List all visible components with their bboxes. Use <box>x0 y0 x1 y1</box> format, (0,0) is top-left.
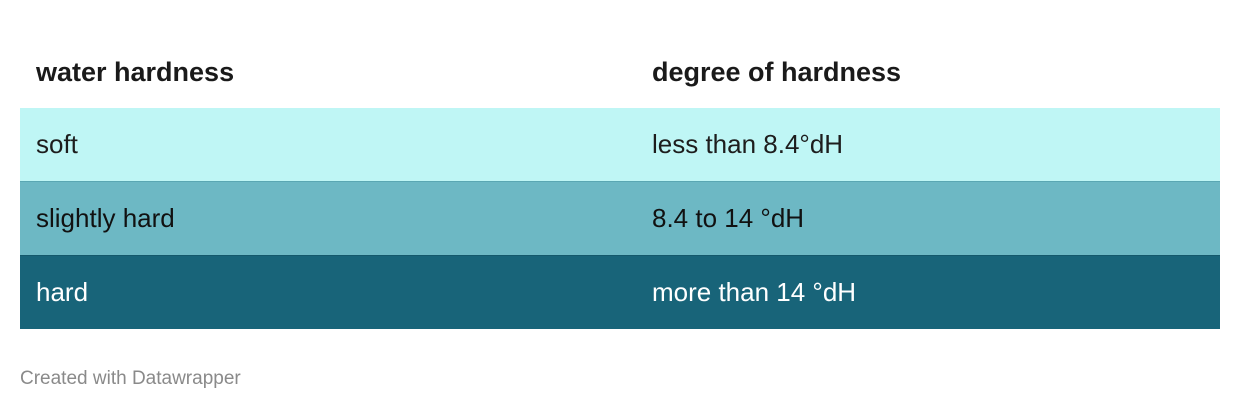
hardness-cell: slightly hard <box>20 181 636 256</box>
degree-cell: 8.4 to 14 °dH <box>636 181 1220 256</box>
datawrapper-credit: Created with Datawrapper <box>20 368 241 389</box>
hardness-cell: soft <box>20 108 636 182</box>
table-row: slightly hard 8.4 to 14 °dH <box>20 181 1220 256</box>
table-header-row: water hardness degree of hardness <box>20 36 1220 108</box>
degree-cell: more than 14 °dH <box>636 255 1220 329</box>
degree-cell: less than 8.4°dH <box>636 108 1220 182</box>
column-header-water-hardness: water hardness <box>36 56 235 87</box>
hardness-table: water hardness degree of hardness soft l… <box>20 36 1220 329</box>
hardness-cell: hard <box>20 255 636 329</box>
hardness-table-container: water hardness degree of hardness soft l… <box>20 36 1220 329</box>
table-row: soft less than 8.4°dH <box>20 108 1220 182</box>
table-row: hard more than 14 °dH <box>20 255 1220 329</box>
column-header-degree-of-hardness: degree of hardness <box>652 56 902 87</box>
